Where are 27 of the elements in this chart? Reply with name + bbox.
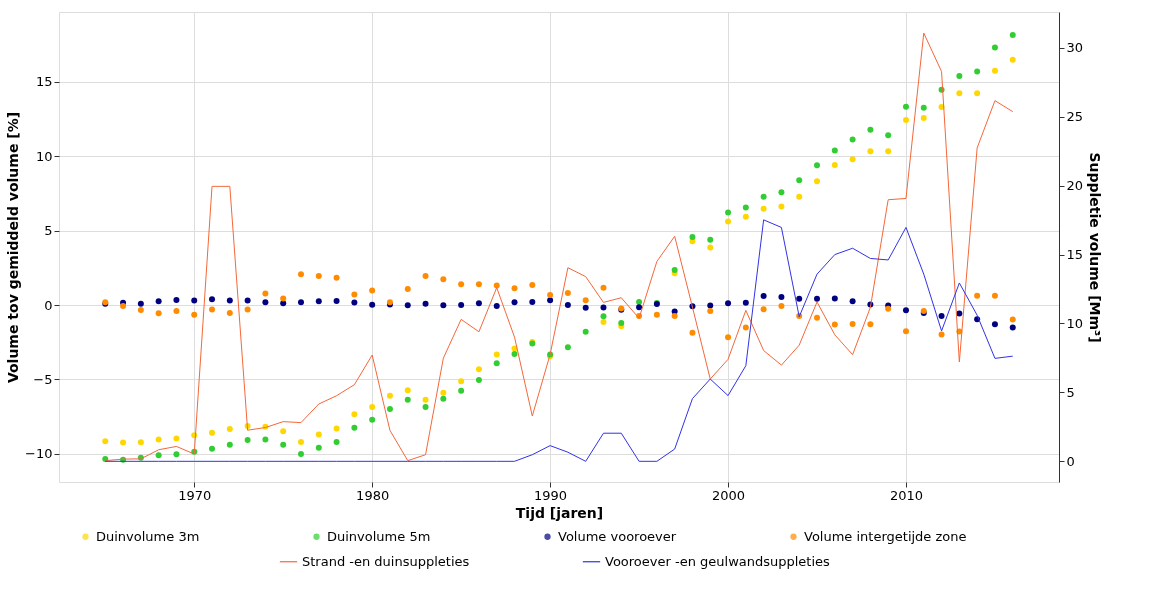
y-tick-label: 15	[35, 74, 53, 90]
legend-label: Duinvolume 3m	[96, 528, 200, 544]
y2-tick-label: 30	[1066, 40, 1084, 56]
legend-label: Volume intergetijde zone	[804, 528, 967, 544]
y-tick-label: 10	[35, 148, 53, 164]
y2-tick-label: 5	[1066, 384, 1075, 400]
y-tick-label: −10	[25, 446, 53, 462]
legend-label: Volume vooroever	[558, 528, 677, 544]
legend-label: Vooroever -en geulwandsuppleties	[605, 553, 831, 569]
y2-tick-label: 10	[1066, 316, 1084, 331]
y2-tick-label: 25	[1066, 109, 1084, 125]
y2-tick-label: 15	[1066, 247, 1084, 263]
y-tick-label: 0	[44, 297, 53, 313]
x-tick-label: 1990	[534, 487, 568, 503]
y-tick-label: −5	[33, 371, 53, 387]
x-tick-label: 1980	[356, 487, 390, 503]
y-axis-title: Volume tov gemiddeld volume [%]	[5, 111, 22, 384]
legend-label: Strand -en duinsuppleties	[302, 553, 470, 569]
y2-tick-label: 20	[1066, 178, 1084, 194]
x-tick-label: 2000	[711, 487, 746, 503]
x-tick-label: 1970	[178, 487, 212, 503]
legend-label: Duinvolume 5m	[327, 528, 431, 544]
y2-axis-title: Suppletie volume [Mm³]	[1087, 152, 1104, 343]
x-axis-title: Tijd [jaren]	[515, 504, 604, 521]
y-tick-label: 5	[44, 223, 53, 239]
x-tick-label: 2010	[889, 487, 924, 503]
y2-tick-label: 0	[1066, 453, 1075, 469]
